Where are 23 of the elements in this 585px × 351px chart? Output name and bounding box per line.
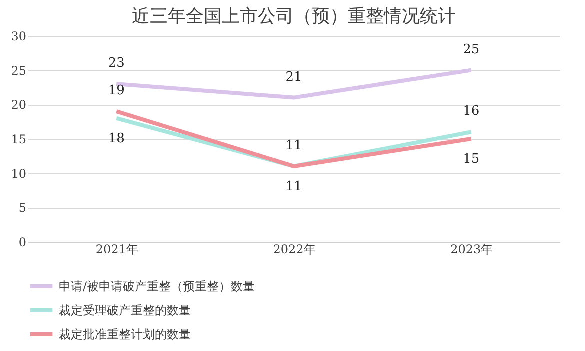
legend-label: 申请/被申请破产重整（预重整）数量 [59, 280, 256, 294]
y-tick-label: 20 [11, 98, 26, 112]
y-tick-label: 0 [18, 236, 26, 250]
x-tick-label: 2023年 [450, 242, 494, 256]
y-tick-label: 5 [18, 201, 26, 216]
data-label: 16 [463, 104, 480, 120]
data-label: 11 [286, 138, 302, 154]
legend-label: 裁定批准重整计划的数量 [59, 328, 191, 342]
data-label: 18 [108, 131, 125, 146]
data-label: 21 [286, 70, 302, 85]
data-label: 11 [286, 179, 302, 194]
y-tick-label: 15 [11, 132, 26, 146]
data-label: 19 [108, 84, 125, 99]
y-tick-label: 10 [11, 166, 26, 181]
x-tick-label: 2022年 [273, 242, 316, 256]
data-label: 23 [108, 56, 125, 72]
y-tick-label: 30 [11, 30, 26, 44]
data-label: 15 [463, 152, 480, 167]
chart-title: 近三年全国上市公司（预）重整情况统计 [132, 6, 456, 27]
x-tick-label: 2021年 [96, 242, 138, 256]
data-label: 25 [463, 42, 480, 58]
y-tick-label: 25 [11, 64, 26, 78]
legend-label: 裁定受理破产重整的数量 [59, 304, 191, 318]
